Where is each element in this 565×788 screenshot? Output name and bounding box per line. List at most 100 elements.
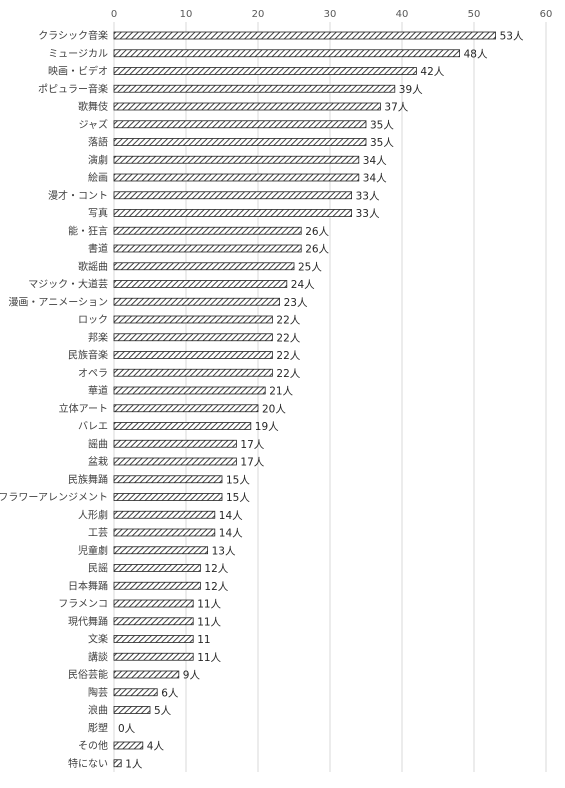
bar	[113, 84, 396, 93]
data-label: 24人	[291, 279, 315, 291]
category-label: 歌舞伎	[78, 100, 108, 113]
x-tick-label: 60	[540, 9, 553, 20]
bar	[113, 457, 237, 466]
category-label: 邦楽	[88, 331, 108, 344]
category-label: クラシック音楽	[38, 29, 108, 42]
data-label: 11人	[197, 616, 221, 628]
bar	[113, 493, 223, 501]
bar	[113, 617, 194, 626]
category-label: フラワーアレンジメント	[0, 492, 108, 504]
data-label: 15人	[226, 492, 250, 504]
category-label: ジャズ	[79, 118, 109, 131]
data-label: 17人	[240, 439, 264, 451]
category-label: ポピュラー音楽	[38, 82, 108, 95]
bar	[113, 670, 180, 679]
category-label: 民俗芸能	[68, 668, 108, 681]
bar	[113, 635, 194, 643]
data-label: 33人	[356, 190, 380, 202]
bar	[113, 138, 367, 146]
data-label: 15人	[226, 474, 250, 486]
data-label: 39人	[399, 84, 423, 96]
bar	[113, 244, 302, 253]
gridlines	[113, 22, 547, 772]
data-label: 13人	[212, 545, 236, 557]
bar	[113, 475, 223, 484]
category-label: 彫塑	[88, 722, 108, 734]
bar	[113, 191, 353, 200]
data-label: 5人	[154, 705, 172, 717]
category-label: 立体アート	[59, 402, 108, 415]
data-label: 53人	[500, 31, 524, 43]
category-label: 文楽	[88, 633, 108, 646]
bar	[113, 262, 295, 271]
x-tick-label: 50	[468, 9, 481, 20]
data-label: 11	[197, 634, 210, 646]
bar	[113, 439, 237, 448]
category-label: 映画・ビデオ	[48, 65, 108, 78]
category-label: 民族音楽	[68, 349, 108, 362]
data-label: 1人	[125, 758, 143, 770]
bars	[113, 31, 497, 768]
bar	[113, 226, 302, 235]
data-label: 12人	[204, 563, 228, 575]
category-label: 落語	[88, 136, 108, 149]
data-label: 11人	[197, 599, 221, 611]
category-label: 講談	[88, 650, 108, 663]
bar	[113, 297, 281, 306]
data-label: 22人	[276, 368, 300, 380]
category-label: 児童劇	[78, 544, 108, 557]
category-label: 盆栽	[88, 455, 108, 468]
category-label: 絵画	[88, 171, 108, 184]
data-label: 11人	[197, 652, 221, 664]
data-label: 34人	[363, 173, 387, 185]
category-label: 日本舞踊	[68, 579, 108, 592]
bar	[113, 120, 367, 129]
data-label: 21人	[269, 386, 293, 398]
bar	[113, 581, 201, 590]
category-label: フラメンコ	[58, 598, 108, 610]
bar	[113, 688, 158, 697]
bar	[113, 351, 273, 359]
bar	[113, 49, 461, 58]
category-label: 写真	[88, 207, 108, 220]
category-label: 能・狂言	[68, 224, 108, 237]
data-label: 26人	[305, 244, 329, 256]
data-label: 20人	[262, 403, 286, 415]
category-label: 人形劇	[78, 508, 108, 521]
x-tick-label: 0	[111, 9, 117, 20]
category-label: マジック・大道芸	[28, 278, 108, 291]
category-label: バレエ	[78, 421, 108, 433]
data-label: 22人	[276, 332, 300, 344]
data-label: 22人	[276, 315, 300, 327]
category-label: 特にない	[68, 758, 108, 770]
data-label: 34人	[363, 155, 387, 167]
category-label: 書道	[88, 242, 108, 255]
bar	[113, 333, 273, 342]
category-label: 浪曲	[88, 704, 108, 717]
data-label: 14人	[219, 528, 243, 540]
data-label: 0人	[118, 723, 136, 735]
data-label: 14人	[219, 510, 243, 522]
bar	[113, 510, 216, 519]
bar	[113, 564, 201, 572]
data-label: 22人	[276, 350, 300, 362]
bar	[113, 209, 353, 217]
data-label: 26人	[305, 226, 329, 238]
category-label: オペラ	[78, 367, 108, 379]
data-label: 9人	[183, 670, 201, 682]
data-label: 17人	[240, 457, 264, 469]
bar	[113, 315, 273, 324]
data-label: 12人	[204, 581, 228, 593]
data-labels: 53人 48人 42人 39人 37人 35人 35人 34人 34人 33人 33人 26人 26人 2…	[118, 31, 524, 771]
bar	[113, 404, 259, 413]
category-label: 漫画・アニメーション	[8, 296, 108, 308]
category-label: その他	[78, 739, 108, 752]
bar	[113, 173, 360, 182]
category-label: 工芸	[88, 526, 108, 539]
x-tick-label: 20	[252, 9, 265, 20]
category-label: 現代舞踊	[68, 616, 108, 628]
data-label: 25人	[298, 261, 322, 273]
category-label: 謡曲	[88, 437, 108, 450]
data-label: 48人	[464, 48, 488, 60]
